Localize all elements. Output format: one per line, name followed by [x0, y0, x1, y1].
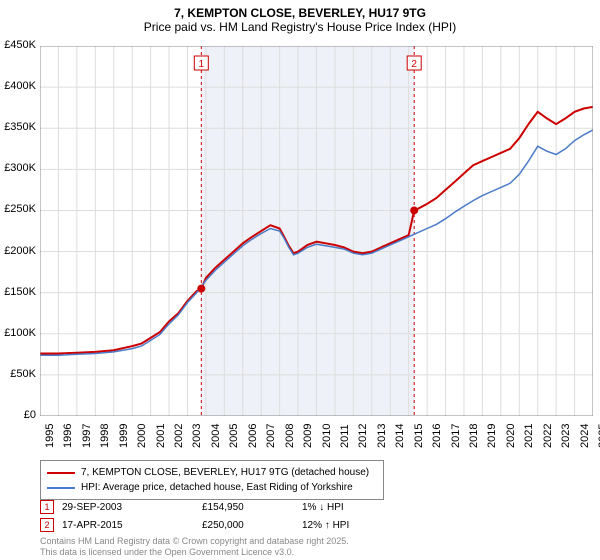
chart-area: 12 £0£50K£100K£150K£200K£250K£300K£350K£…	[40, 46, 593, 416]
legend-item: 7, KEMPTON CLOSE, BEVERLEY, HU17 9TG (de…	[47, 465, 377, 480]
x-axis-tick-label: 2002	[173, 424, 185, 448]
y-axis-tick-label: £100K	[4, 327, 36, 339]
y-axis-tick-label: £400K	[4, 80, 36, 92]
x-axis-tick-label: 2006	[247, 424, 259, 448]
x-axis-tick-label: 2023	[560, 424, 572, 448]
x-axis-tick-label: 1997	[81, 424, 93, 448]
transaction-table: 1 29-SEP-2003£154,9501% ↓ HPI 2 17-APR-2015…	[40, 498, 402, 534]
x-axis-tick-label: 2012	[357, 424, 369, 448]
footer-attribution: Contains HM Land Registry data © Crown c…	[40, 536, 349, 558]
x-axis-tick-label: 1995	[44, 424, 56, 448]
x-axis-tick-label: 2018	[468, 424, 480, 448]
x-axis-tick-label: 2008	[284, 424, 296, 448]
legend-swatch	[47, 472, 75, 474]
y-axis-tick-label: £300K	[4, 162, 36, 174]
transaction-diff: 12% ↑ HPI	[302, 520, 402, 531]
x-axis-tick-label: 2022	[542, 424, 554, 448]
chart-title-main: 7, KEMPTON CLOSE, BEVERLEY, HU17 9TG	[0, 6, 600, 20]
x-axis-tick-label: 2003	[191, 424, 203, 448]
x-axis-tick-label: 2021	[523, 424, 535, 448]
line-chart: 12	[40, 46, 593, 416]
svg-text:1: 1	[199, 59, 205, 70]
footer-line1: Contains HM Land Registry data © Crown c…	[40, 536, 349, 547]
transaction-marker: 1	[40, 500, 54, 514]
transaction-price: £250,000	[202, 520, 302, 531]
footer-line2: This data is licensed under the Open Gov…	[40, 547, 349, 558]
x-axis-tick-label: 2007	[265, 424, 277, 448]
x-axis-tick-label: 2004	[210, 424, 222, 448]
x-axis-tick-label: 2013	[376, 424, 388, 448]
x-axis-tick-label: 2005	[228, 424, 240, 448]
y-axis-tick-label: £200K	[4, 245, 36, 257]
transaction-marker: 2	[40, 518, 54, 532]
x-axis-tick-label: 2009	[302, 424, 314, 448]
transaction-row: 1 29-SEP-2003£154,9501% ↓ HPI	[40, 498, 402, 516]
transaction-price: £154,950	[202, 502, 302, 513]
y-axis-tick-label: £350K	[4, 121, 36, 133]
legend-item: HPI: Average price, detached house, East…	[47, 480, 377, 495]
legend: 7, KEMPTON CLOSE, BEVERLEY, HU17 9TG (de…	[40, 460, 384, 500]
x-axis-tick-label: 2001	[155, 424, 167, 448]
legend-swatch	[47, 487, 75, 489]
x-axis-tick-label: 1999	[118, 424, 130, 448]
x-axis-tick-label: 2000	[136, 424, 148, 448]
legend-label: HPI: Average price, detached house, East…	[81, 480, 353, 495]
x-axis-tick-label: 2024	[579, 424, 591, 448]
x-axis-tick-label: 2015	[413, 424, 425, 448]
legend-label: 7, KEMPTON CLOSE, BEVERLEY, HU17 9TG (de…	[81, 465, 369, 480]
chart-title-sub: Price paid vs. HM Land Registry's House …	[0, 20, 600, 34]
transaction-date: 29-SEP-2003	[62, 502, 202, 513]
y-axis-tick-label: £150K	[4, 286, 36, 298]
x-axis-tick-label: 2017	[450, 424, 462, 448]
transaction-diff: 1% ↓ HPI	[302, 502, 402, 513]
x-axis-tick-label: 2020	[505, 424, 517, 448]
transaction-row: 2 17-APR-2015£250,00012% ↑ HPI	[40, 516, 402, 534]
x-axis-tick-label: 2016	[431, 424, 443, 448]
y-axis-tick-label: £50K	[10, 368, 36, 380]
x-axis-tick-label: 2014	[394, 424, 406, 448]
x-axis-tick-label: 1996	[62, 424, 74, 448]
x-axis-tick-label: 2010	[321, 424, 333, 448]
y-axis-tick-label: £450K	[4, 39, 36, 51]
transaction-date: 17-APR-2015	[62, 520, 202, 531]
svg-text:2: 2	[411, 59, 417, 70]
x-axis-tick-label: 2011	[339, 424, 351, 448]
x-axis-tick-label: 2019	[486, 424, 498, 448]
y-axis-tick-label: £250K	[4, 203, 36, 215]
x-axis-tick-label: 1998	[99, 424, 111, 448]
y-axis-tick-label: £0	[24, 409, 36, 421]
